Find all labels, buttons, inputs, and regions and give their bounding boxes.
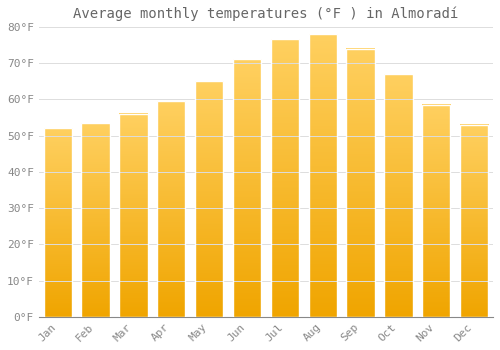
Bar xyxy=(346,49,375,317)
Bar xyxy=(195,81,224,317)
Bar xyxy=(308,34,337,317)
Bar xyxy=(119,114,148,317)
Bar xyxy=(233,60,261,317)
Bar xyxy=(82,123,110,317)
Bar xyxy=(270,40,299,317)
Bar xyxy=(44,128,72,317)
Bar xyxy=(157,101,186,317)
Title: Average monthly temperatures (°F ) in Almoradí: Average monthly temperatures (°F ) in Al… xyxy=(74,7,458,21)
Bar xyxy=(422,105,450,317)
Bar xyxy=(384,74,412,317)
Bar xyxy=(460,125,488,317)
